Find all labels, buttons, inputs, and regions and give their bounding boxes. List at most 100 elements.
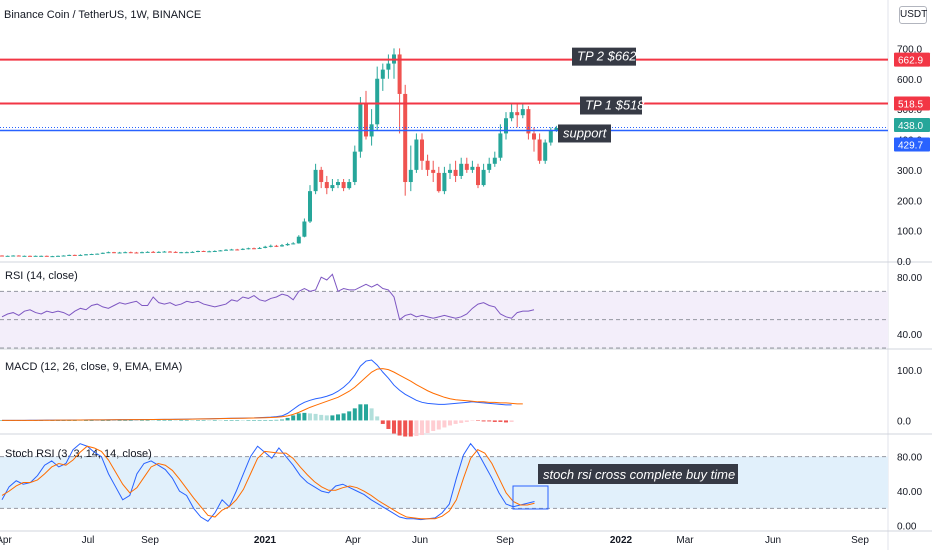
stoch-band-fill [0, 456, 888, 509]
macd-histogram-bar [67, 420, 72, 421]
candle-body [0, 255, 4, 257]
macd-histogram-bar [196, 420, 200, 421]
candle-body [442, 172, 447, 192]
stoch-k-line [1, 442, 535, 523]
candle-body [268, 245, 273, 247]
symbol-title: Binance Coin / TetherUS, 1W, BINANCE [4, 9, 202, 21]
macd-histogram-bar [358, 404, 363, 421]
candle-body [476, 166, 480, 186]
stoch-axis-tick: 40.00 [897, 487, 922, 498]
time-axis-tick: Sep [851, 535, 869, 546]
price-tag-bg [894, 96, 930, 111]
candle-body [274, 245, 279, 247]
price-tag-bg [894, 52, 930, 67]
time-axis-tick: Apr [345, 535, 361, 546]
candle-body [308, 191, 312, 222]
candle-body [420, 139, 424, 161]
macd-histogram-bar [190, 420, 195, 421]
candle-body [425, 160, 430, 170]
candle-body [240, 248, 245, 250]
candle-body [526, 109, 531, 134]
candle-body [11, 255, 16, 257]
macd-histogram-bar [123, 420, 128, 421]
macd-histogram-bar [459, 420, 464, 423]
stoch-note-bg [538, 464, 738, 484]
candle-body [106, 252, 111, 254]
macd-histogram-bar [78, 420, 83, 421]
candle-body [28, 255, 32, 257]
macd-histogram-bar [257, 420, 262, 421]
macd-histogram-bar [369, 408, 374, 421]
stoch-axis-tick: 80.00 [897, 453, 922, 464]
candle-body [235, 249, 240, 251]
macd-histogram-bar [274, 419, 279, 421]
macd-histogram-bar [229, 420, 234, 421]
macd-histogram-bar [487, 420, 492, 422]
macd-histogram-bar [380, 420, 385, 424]
macd-histogram-bar [408, 420, 413, 437]
macd-histogram-bar [140, 420, 144, 421]
stoch-note: stoch rsi cross complete buy time [543, 467, 735, 482]
macd-histogram-bar [336, 414, 340, 421]
candle-body [330, 185, 335, 189]
candle-body [375, 78, 380, 125]
candle-body [246, 248, 251, 250]
candle-body [190, 251, 195, 253]
price-axis-tick: 300.0 [897, 166, 922, 177]
macd-histogram-bar [420, 420, 424, 436]
macd-histogram-bar [392, 420, 396, 434]
candle-body [33, 255, 38, 257]
candle-body [492, 157, 497, 164]
macd-histogram-bar [375, 416, 380, 421]
macd-histogram-bar [403, 420, 408, 437]
rsi-axis-tick: 40.00 [897, 330, 922, 341]
macd-histogram-bar [106, 420, 111, 421]
macd-histogram-bar [252, 420, 256, 421]
candle-body [464, 163, 469, 170]
candle-body [218, 250, 223, 252]
candle-body [459, 163, 464, 176]
macd-histogram-bar [431, 420, 436, 431]
rsi-line [1, 273, 535, 321]
macd-histogram-bar [184, 420, 189, 421]
time-axis-tick: Apr [0, 535, 12, 546]
candle-body [201, 250, 206, 252]
macd-histogram-bar [134, 420, 139, 421]
macd-histogram-bar [492, 420, 497, 422]
candle-body [196, 250, 200, 252]
currency-button[interactable]: USDT [899, 6, 927, 24]
macd-histogram-bar [117, 420, 122, 421]
candle-body [347, 182, 352, 189]
candle-body [257, 247, 262, 249]
candle-body [44, 255, 49, 257]
time-axis-tick: Jun [765, 535, 781, 546]
candle-body [263, 246, 268, 248]
candle-body [336, 182, 340, 186]
macd-histogram-bar [224, 420, 228, 421]
candle-body [61, 255, 66, 257]
time-axis-tick: Jun [412, 535, 428, 546]
signal-line [2, 368, 523, 421]
candle-body [504, 118, 508, 134]
candle-body [229, 249, 234, 251]
price-axis-tick: 100.0 [897, 227, 922, 238]
macd-axis-tick: 0.0 [897, 416, 911, 427]
macd-histogram-bar [481, 420, 486, 422]
candle-body [537, 139, 542, 161]
macd-histogram-bar [341, 413, 346, 421]
macd-histogram-bar [352, 408, 357, 421]
macd-histogram-bar [397, 420, 402, 436]
candle-body [364, 103, 368, 137]
candle-body [554, 127, 559, 131]
macd-histogram-bar [319, 414, 324, 421]
time-axis-tick: Mar [676, 535, 694, 546]
candle-body [520, 109, 525, 116]
macd-histogram-bar [498, 420, 503, 422]
macd-histogram-bar [280, 419, 284, 421]
macd-histogram-bar [291, 415, 296, 421]
price-tag: 438.0 [898, 121, 923, 132]
candle-body [487, 163, 492, 170]
tp2-annotation: TP 2 $662 [577, 49, 637, 64]
